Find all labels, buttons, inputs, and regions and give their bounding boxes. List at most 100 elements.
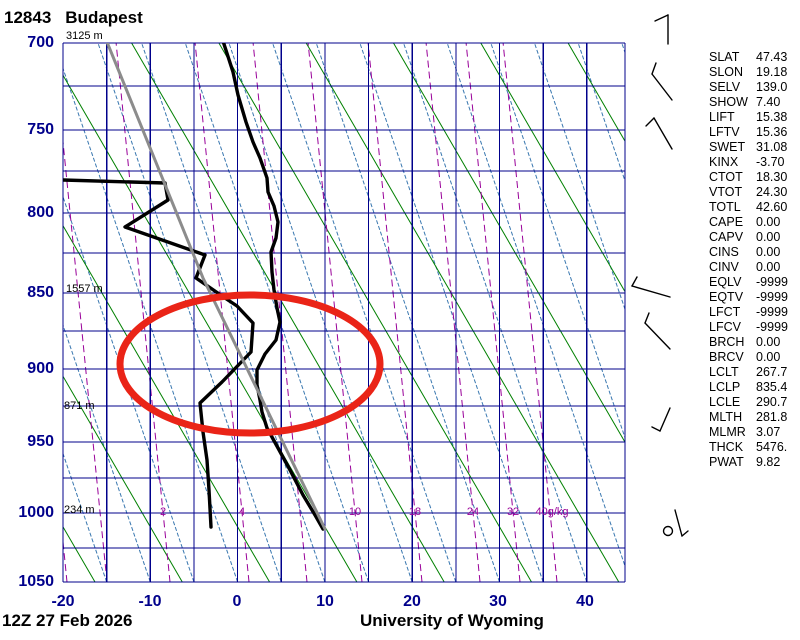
station-name: Budapest [65, 8, 143, 27]
wind-barb [651, 62, 657, 75]
stat-value: 24.30 [756, 185, 788, 199]
wind-barb [651, 426, 661, 432]
pressure-tick-label: 1050 [18, 573, 54, 590]
wind-barb [645, 117, 655, 127]
temperature-tick-label: 10 [316, 593, 334, 610]
stat-row: LCLP 835.4 [709, 380, 788, 395]
stat-value: 0.00 [756, 335, 781, 349]
stat-label: SELV [709, 80, 741, 94]
stat-label: CINS [709, 245, 739, 259]
stat-label: LFCV [709, 320, 741, 334]
stat-row: SLAT 47.43 [709, 50, 788, 65]
stat-value: 0.00 [756, 230, 781, 244]
stat-row: BRCV 0.00 [709, 350, 788, 365]
stat-value: -9999 [756, 320, 788, 334]
stat-value: 290.7 [756, 395, 788, 409]
stat-value: 7.40 [756, 95, 781, 109]
wind-barb [644, 322, 671, 350]
pressure-tick-label: 800 [27, 204, 54, 221]
mixing-ratio-label: 18 [408, 506, 422, 518]
stat-value: 281.8 [756, 410, 788, 424]
stat-label: LCLP [709, 380, 741, 394]
station-title: 12843 Budapest [4, 8, 143, 28]
stat-label: SWET [709, 140, 746, 154]
wind-barb [653, 117, 673, 150]
stat-value: 5476. [756, 440, 788, 454]
pressure-tick-label: 900 [27, 360, 54, 377]
stat-label: LFCT [709, 305, 741, 319]
stat-label: EQLV [709, 275, 742, 289]
stat-value: 42.60 [756, 200, 788, 214]
stat-row: VTOT 24.30 [709, 185, 788, 200]
stat-label: LIFT [709, 110, 735, 124]
stat-label: CINV [709, 260, 739, 274]
wind-barb [631, 285, 671, 298]
stat-label: SHOW [709, 95, 748, 109]
temperature-tick-label: 30 [489, 593, 507, 610]
temperature-tick-label: -20 [51, 593, 75, 610]
stat-row: MLMR 3.07 [709, 425, 788, 440]
stat-value: 15.36 [756, 125, 788, 139]
height-label: 871 m [64, 400, 95, 412]
stat-label: SLAT [709, 50, 740, 64]
stat-row: SWET 31.08 [709, 140, 788, 155]
stat-row: CINS 0.00 [709, 245, 788, 260]
stat-label: SLON [709, 65, 744, 79]
wind-barb [654, 14, 669, 22]
stat-label: MLMR [709, 425, 746, 439]
stat-value: 47.43 [756, 50, 788, 64]
pressure-tick-label: 850 [27, 284, 54, 301]
stat-row: LFCT -9999 [709, 305, 788, 320]
stat-value: 267.7 [756, 365, 788, 379]
stat-label: LCLT [709, 365, 739, 379]
stat-row: SHOW 7.40 [709, 95, 788, 110]
stat-label: BRCH [709, 335, 745, 349]
stat-label: EQTV [709, 290, 744, 304]
temperature-tick-label: 20 [403, 593, 421, 610]
stat-row: LCLE 290.7 [709, 395, 788, 410]
pressure-tick-label: 950 [27, 433, 54, 450]
stat-row: LIFT 15.38 [709, 110, 788, 125]
mixing-ratio-label: 40g/kg [535, 506, 569, 518]
stat-value: 18.30 [756, 170, 788, 184]
height-label: 3125 m [66, 30, 103, 42]
stat-row: KINX -3.70 [709, 155, 788, 170]
pressure-tick-label: 1000 [18, 504, 54, 521]
temperature-tick-label: 0 [232, 593, 242, 610]
stat-label: KINX [709, 155, 739, 169]
stat-row: BRCH 0.00 [709, 335, 788, 350]
stat-label: BRCV [709, 350, 744, 364]
stat-row: CTOT 18.30 [709, 170, 788, 185]
stat-value: 0.00 [756, 350, 781, 364]
wind-barb [659, 407, 671, 432]
stat-row: THCK 5476. [709, 440, 788, 455]
stat-row: SELV 139.0 [709, 80, 788, 95]
stat-value: -9999 [756, 275, 788, 289]
stat-value: -9999 [756, 290, 788, 304]
stat-row: PWAT 9.82 [709, 455, 788, 470]
wind-barb [651, 73, 673, 101]
pressure-temperature-grid [62, 42, 626, 583]
dewpoint-trace [63, 178, 255, 529]
temperature-tick-label: -10 [138, 593, 162, 610]
stat-value: 0.00 [756, 215, 781, 229]
height-label: 234 m [64, 504, 95, 516]
stat-row: SLON 19.18 [709, 65, 788, 80]
height-label: 1557 m [66, 283, 103, 295]
temperature-tick-label: 40 [576, 593, 594, 610]
stat-row: CAPV 0.00 [709, 230, 788, 245]
wind-barb [674, 509, 683, 537]
isopleth-lines [63, 43, 625, 582]
mixing-ratio-label: 2 [159, 506, 167, 518]
wind-barb [631, 276, 638, 287]
calm-wind-marker [662, 525, 674, 537]
mixing-ratio-label: 24 [466, 506, 480, 518]
stat-row: TOTL 42.60 [709, 200, 788, 215]
source-attribution: University of Wyoming [360, 611, 544, 630]
stat-value: -3.70 [756, 155, 785, 169]
wind-barb [681, 530, 689, 537]
stat-label: THCK [709, 440, 744, 454]
stat-value: 15.38 [756, 110, 788, 124]
stat-value: 31.08 [756, 140, 788, 154]
